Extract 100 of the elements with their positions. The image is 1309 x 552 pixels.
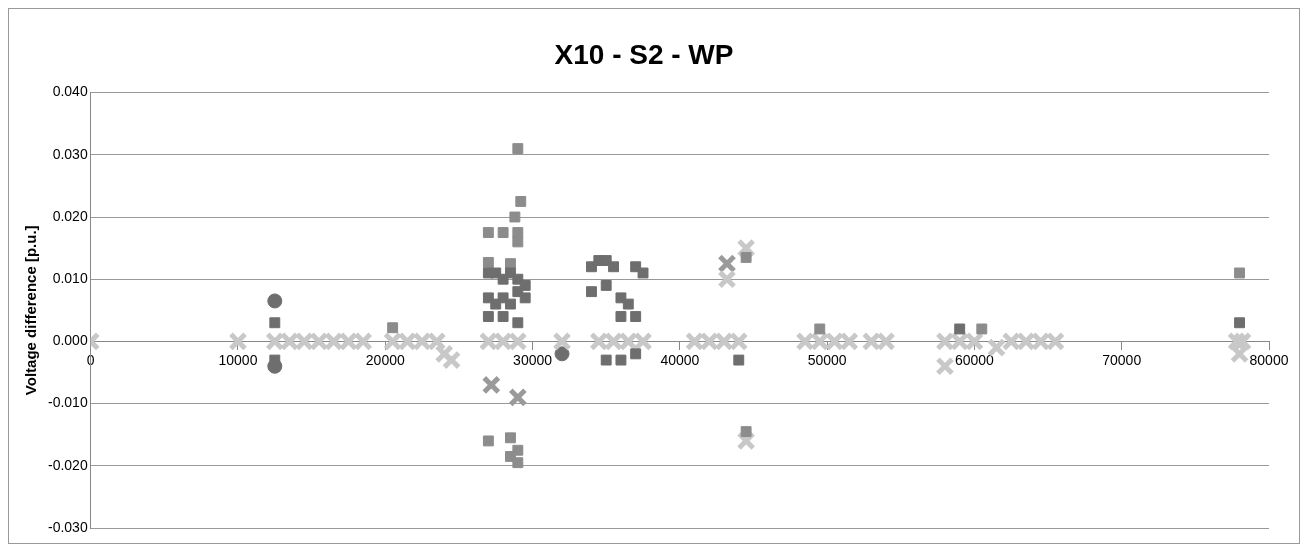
point (1031, 331, 1051, 351)
point (630, 348, 642, 360)
y-tick-label: -0.020 (47, 456, 88, 473)
point (228, 331, 248, 351)
point (950, 331, 970, 351)
point (512, 317, 524, 329)
point (427, 331, 447, 351)
point (876, 331, 896, 351)
point (1016, 331, 1036, 351)
point (589, 331, 609, 351)
point (554, 346, 570, 362)
point (699, 331, 719, 351)
point (1045, 331, 1065, 351)
point (600, 279, 612, 291)
point (615, 311, 627, 322)
y-tick-label: 0.000 (52, 332, 88, 349)
point (1234, 267, 1245, 279)
point (497, 311, 509, 322)
x-tick-label: 30000 (513, 351, 553, 368)
point (512, 457, 524, 469)
point (412, 331, 432, 351)
point (353, 331, 373, 351)
point (387, 322, 399, 334)
point (515, 196, 527, 207)
point (482, 227, 494, 238)
x-tick-label: 60000 (954, 351, 995, 368)
point (685, 331, 705, 351)
point (512, 143, 524, 155)
chart-title: X10 - S2 - WP (554, 38, 734, 70)
point (512, 236, 524, 248)
point (976, 323, 988, 335)
point (861, 331, 881, 351)
point (740, 251, 752, 263)
point (509, 211, 521, 223)
point (441, 350, 462, 370)
point (309, 331, 329, 351)
point (814, 323, 826, 335)
point (608, 261, 620, 273)
point (269, 317, 281, 329)
point (324, 331, 344, 351)
point (824, 331, 845, 351)
point (740, 426, 752, 438)
point (482, 435, 494, 447)
point (618, 331, 638, 351)
point (434, 344, 454, 364)
point (604, 331, 624, 351)
point (622, 298, 634, 310)
x-tick-label: 80000 (1249, 351, 1289, 368)
point (497, 227, 509, 238)
point (519, 292, 531, 304)
point (505, 298, 516, 310)
point (733, 354, 745, 366)
point (508, 387, 528, 407)
point (267, 293, 283, 309)
point (637, 267, 649, 279)
point (338, 331, 359, 351)
y-tick-label: 0.010 (52, 270, 88, 287)
point (478, 331, 498, 351)
point (729, 331, 749, 351)
point (964, 331, 984, 351)
point (508, 331, 528, 351)
point (954, 323, 966, 335)
point (279, 331, 300, 351)
point (265, 331, 285, 351)
x-tick-label: 70000 (1102, 351, 1142, 368)
point (714, 331, 734, 351)
point (736, 238, 756, 258)
point (633, 331, 653, 351)
x-tick-label: 20000 (365, 351, 405, 368)
point (795, 331, 815, 351)
y-axis-title: Voltage difference [p.u.] (22, 225, 40, 396)
x-tick-label: 10000 (218, 351, 258, 368)
point (839, 331, 859, 351)
point (586, 286, 597, 298)
x-tick-label: 40000 (660, 351, 700, 368)
point (397, 331, 417, 351)
point (615, 354, 627, 366)
point (482, 256, 494, 268)
point (935, 331, 955, 351)
point (1001, 331, 1021, 351)
y-tick-label: 0.030 (52, 145, 88, 162)
point (552, 331, 572, 351)
point (482, 311, 494, 322)
point (1234, 317, 1245, 329)
point (810, 331, 830, 351)
point (935, 356, 955, 376)
point (294, 331, 314, 351)
point (505, 432, 516, 444)
point (600, 354, 612, 366)
point (717, 254, 737, 274)
y-tick-label: 0.020 (52, 207, 88, 224)
point (736, 431, 756, 451)
point (481, 375, 501, 395)
point (383, 331, 403, 351)
x-tick-label: 50000 (807, 351, 847, 368)
y-tick-label: -0.030 (47, 518, 88, 535)
point (630, 311, 642, 322)
y-tick-label: -0.010 (47, 394, 88, 411)
point (717, 269, 737, 289)
y-tick-label: 0.040 (52, 83, 88, 100)
